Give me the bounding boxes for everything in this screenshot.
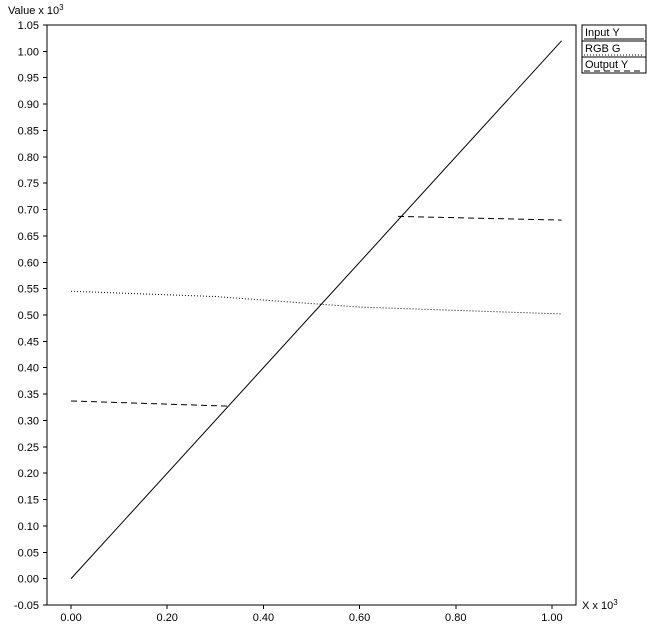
x-tick-label: 1.00 [541, 612, 562, 624]
y-tick-label: 0.25 [18, 442, 39, 454]
x-tick-label: 0.60 [349, 612, 370, 624]
y-tick-label: 0.10 [18, 521, 39, 533]
y-tick-label: 0.60 [18, 257, 39, 269]
x-tick-label: 0.80 [445, 612, 466, 624]
y-tick-label: 0.20 [18, 468, 39, 480]
chart-container: { "chart": { "type": "line", "width": 64… [0, 0, 647, 635]
y-tick-label: 0.85 [18, 125, 39, 137]
y-tick-label: 0.40 [18, 363, 39, 375]
x-axis-label: X x 103 [582, 598, 618, 612]
y-tick-label: 0.45 [18, 336, 39, 348]
y-tick-label: 0.30 [18, 415, 39, 427]
y-tick-label: 0.70 [18, 205, 39, 217]
legend-label: Input Y [585, 27, 620, 39]
y-tick-label: 0.15 [18, 495, 39, 507]
y-tick-label: 0.65 [18, 231, 39, 243]
legend-label: Output Y [585, 59, 629, 71]
y-tick-label: 0.55 [18, 284, 39, 296]
x-tick-label: 0.40 [253, 612, 274, 624]
y-axis-label: Value x 103 [8, 3, 64, 17]
y-tick-label: 0.05 [18, 547, 39, 559]
y-tick-label: 1.00 [18, 46, 39, 58]
x-tick-label: 0.00 [60, 612, 81, 624]
y-tick-label: 0.90 [18, 99, 39, 111]
y-tick-label: 0.50 [18, 310, 39, 322]
y-tick-label: 0.80 [18, 152, 39, 164]
x-tick-label: 0.20 [157, 612, 178, 624]
y-tick-label: -0.05 [14, 600, 39, 612]
legend-label: RGB G [585, 43, 620, 55]
line-chart: -0.05 0.00 0.05 0.10 0.15 0.20 0.25 0.30 0.35 0.4… [0, 0, 647, 635]
y-tick-label: 0.75 [18, 178, 39, 190]
y-tick-label: 1.05 [18, 20, 39, 32]
y-tick-label: 0.35 [18, 389, 39, 401]
y-tick-label: 0.00 [18, 574, 39, 586]
y-tick-label: 0.95 [18, 73, 39, 85]
